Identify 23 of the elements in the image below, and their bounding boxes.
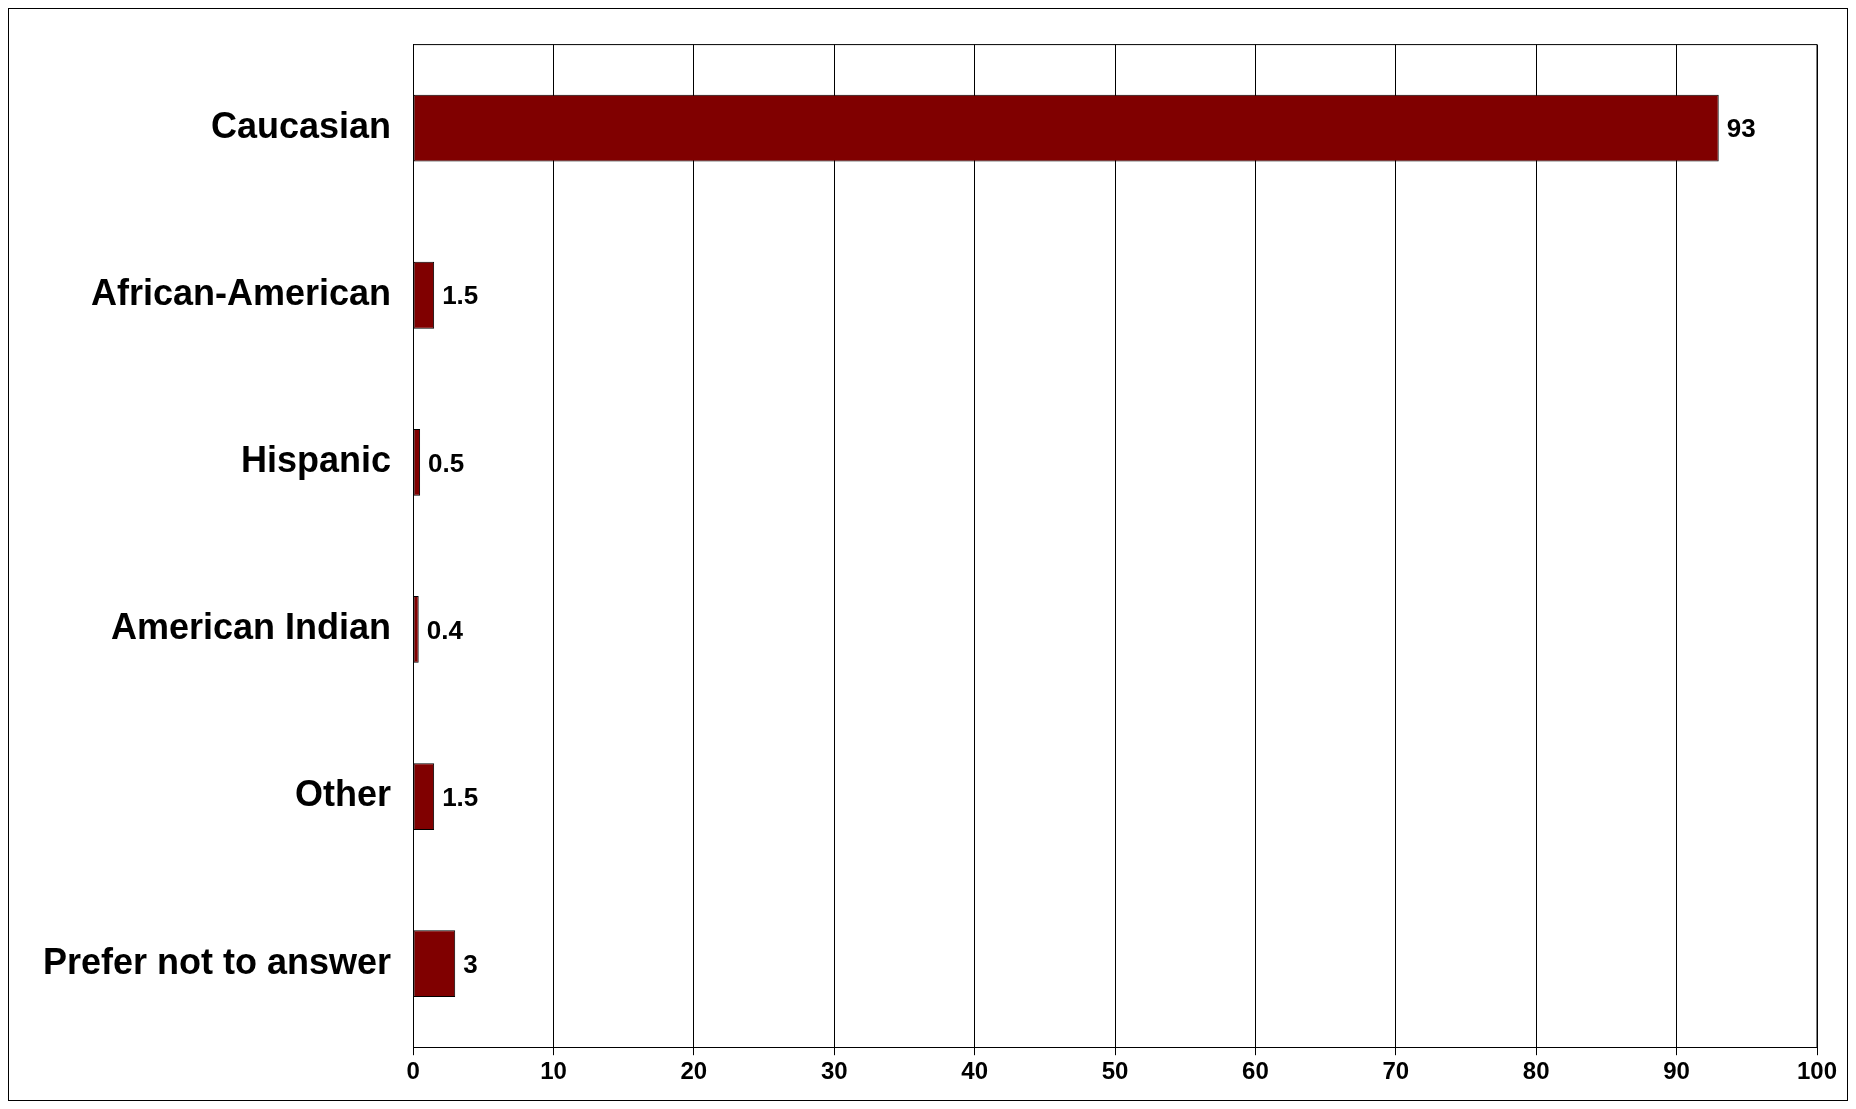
x-tick-label: 90	[1663, 1057, 1690, 1085]
y-tick-label: African-American	[90, 272, 392, 314]
x-tick-label: 0	[406, 1057, 420, 1085]
data-label: 1.5	[442, 781, 479, 812]
data-label: 93	[1726, 113, 1756, 144]
x-tick-label: 30	[820, 1057, 848, 1085]
y-tick-label: Other	[295, 773, 392, 815]
y-tick-label: Caucasian	[210, 105, 392, 147]
data-label: 1.5	[442, 280, 479, 311]
x-tick-label: 60	[1242, 1057, 1269, 1085]
x-tick-label: 20	[680, 1057, 708, 1085]
y-tick-label: American Indian	[111, 606, 392, 648]
x-tick-label: 100	[1796, 1057, 1838, 1085]
y-tick-label: Hispanic	[241, 439, 392, 481]
data-label: 3	[463, 948, 478, 979]
x-tick-label: 70	[1382, 1057, 1410, 1085]
x-tick-label: 40	[961, 1057, 988, 1085]
x-tick-label: 50	[1101, 1057, 1129, 1085]
y-tick-label: Prefer not to answer	[42, 940, 392, 982]
x-tick-label: 10	[540, 1057, 567, 1085]
data-label: 0.5	[428, 447, 465, 478]
data-label: 0.4	[426, 614, 464, 645]
x-tick-label: 80	[1522, 1057, 1550, 1085]
